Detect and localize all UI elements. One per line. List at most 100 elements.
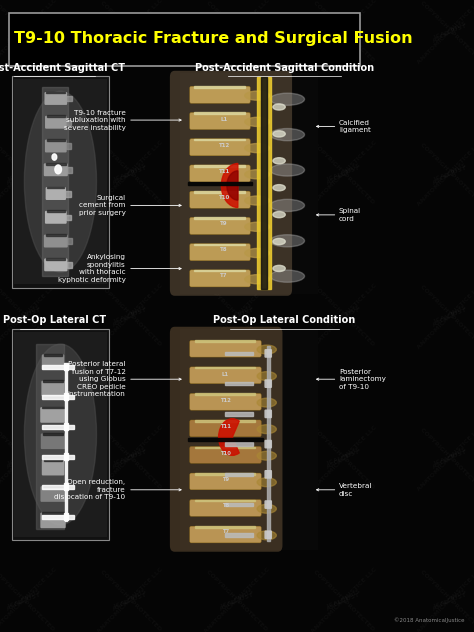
Ellipse shape: [273, 185, 285, 191]
Text: COPYRIGHT PROTECTED: COPYRIGHT PROTECTED: [312, 427, 375, 490]
FancyBboxPatch shape: [44, 234, 68, 248]
Wedge shape: [219, 418, 239, 455]
Ellipse shape: [24, 344, 97, 525]
Text: T11: T11: [219, 169, 230, 174]
Ellipse shape: [257, 504, 276, 513]
Bar: [64, 453, 68, 460]
Text: ANATOMICAL JUSTICE LLC: ANATOMICAL JUSTICE LLC: [0, 140, 57, 207]
Text: ICAL JUST: ICAL JUST: [113, 308, 147, 324]
Text: Post-Op Lateral Condition: Post-Op Lateral Condition: [213, 315, 356, 325]
FancyBboxPatch shape: [45, 116, 66, 129]
Text: COPYRIGHT PROTECTED: COPYRIGHT PROTECTED: [0, 569, 55, 632]
Text: ASCLEPIUS: ASCLEPIUS: [219, 304, 255, 328]
FancyBboxPatch shape: [190, 86, 250, 103]
Text: ANATOMICAL JUSTICE LLC: ANATOMICAL JUSTICE LLC: [417, 283, 474, 349]
Text: T9-10 fracture
subluxation with
severe instability: T9-10 fracture subluxation with severe i…: [64, 109, 126, 131]
Bar: [47, 139, 65, 141]
FancyBboxPatch shape: [190, 367, 261, 384]
Bar: [42, 425, 74, 428]
Text: COPYRIGHT PROTECTED: COPYRIGHT PROTECTED: [206, 284, 268, 348]
FancyBboxPatch shape: [190, 191, 250, 209]
Ellipse shape: [245, 222, 269, 231]
Text: COPYRIGHT PROTECTED: COPYRIGHT PROTECTED: [312, 569, 375, 632]
FancyBboxPatch shape: [264, 440, 272, 449]
Text: ASCLEPIUS: ASCLEPIUS: [112, 162, 148, 186]
Text: COPYRIGHT PROTECTED: COPYRIGHT PROTECTED: [312, 142, 375, 205]
FancyBboxPatch shape: [264, 379, 272, 388]
Text: ANATOMICAL JUSTICE LLC: ANATOMICAL JUSTICE LLC: [310, 0, 377, 65]
Text: T8: T8: [220, 246, 228, 252]
Bar: [65, 365, 67, 521]
FancyBboxPatch shape: [46, 187, 66, 200]
Text: COPYRIGHT PROTECTED: COPYRIGHT PROTECTED: [99, 0, 162, 63]
Bar: [46, 92, 65, 94]
Ellipse shape: [270, 234, 304, 247]
Circle shape: [55, 165, 62, 174]
Text: ICAL JUST: ICAL JUST: [220, 308, 254, 324]
Text: ANATOMICAL JUSTICE LLC: ANATOMICAL JUSTICE LLC: [310, 283, 377, 349]
Text: ASCLEPIUS: ASCLEPIUS: [112, 20, 148, 44]
FancyBboxPatch shape: [190, 473, 261, 490]
FancyBboxPatch shape: [45, 211, 67, 224]
Circle shape: [52, 154, 57, 160]
Text: ASCLEPIUS: ASCLEPIUS: [219, 446, 255, 470]
FancyBboxPatch shape: [264, 410, 272, 418]
Text: COPYRIGHT PROTECTED: COPYRIGHT PROTECTED: [0, 284, 55, 348]
Bar: [12, 76, 109, 288]
Text: Vertebral
disc: Vertebral disc: [339, 483, 372, 497]
Bar: [42, 485, 74, 489]
Text: ANATOMICAL JUSTICE LLC: ANATOMICAL JUSTICE LLC: [203, 567, 271, 632]
Text: COPYRIGHT PROTECTED: COPYRIGHT PROTECTED: [99, 284, 162, 348]
Text: ICAL JUST: ICAL JUST: [433, 166, 467, 182]
Text: ANATOMICAL JUSTICE LLC: ANATOMICAL JUSTICE LLC: [0, 0, 57, 65]
Bar: [180, 329, 318, 550]
Text: ICAL JUST: ICAL JUST: [7, 23, 41, 40]
FancyBboxPatch shape: [40, 513, 66, 528]
Bar: [67, 238, 73, 244]
Ellipse shape: [273, 131, 285, 137]
Bar: [194, 420, 255, 422]
Text: Surgical
cement from
prior surgery: Surgical cement from prior surgery: [79, 195, 126, 216]
Bar: [64, 393, 68, 401]
Text: ASCLEPIUS: ASCLEPIUS: [112, 446, 148, 470]
Ellipse shape: [245, 91, 269, 100]
Text: COPYRIGHT PROTECTED: COPYRIGHT PROTECTED: [0, 0, 55, 63]
Text: ICAL JUST: ICAL JUST: [327, 166, 361, 182]
Bar: [43, 512, 64, 514]
Text: ASCLEPIUS: ASCLEPIUS: [6, 162, 42, 186]
Text: COPYRIGHT PROTECTED: COPYRIGHT PROTECTED: [419, 284, 474, 348]
Ellipse shape: [270, 199, 304, 212]
Text: ASCLEPIUS: ASCLEPIUS: [432, 162, 468, 186]
FancyBboxPatch shape: [264, 349, 272, 358]
Text: ICAL JUST: ICAL JUST: [327, 450, 361, 466]
Text: T9: T9: [220, 221, 228, 226]
Text: ANATOMICAL JUSTICE LLC: ANATOMICAL JUSTICE LLC: [0, 425, 57, 492]
Ellipse shape: [245, 170, 269, 179]
Text: L1: L1: [222, 372, 229, 377]
Text: ANATOMICAL JUSTICE LLC: ANATOMICAL JUSTICE LLC: [310, 425, 377, 492]
FancyBboxPatch shape: [264, 530, 272, 539]
Ellipse shape: [270, 164, 304, 176]
Text: COPYRIGHT PROTECTED: COPYRIGHT PROTECTED: [206, 569, 268, 632]
Text: Spinal
cord: Spinal cord: [339, 208, 361, 222]
FancyBboxPatch shape: [44, 258, 67, 271]
Text: T12: T12: [220, 398, 231, 403]
FancyBboxPatch shape: [190, 341, 261, 357]
Bar: [194, 112, 245, 114]
Bar: [226, 503, 253, 506]
Text: Post-Accident Sagittal CT: Post-Accident Sagittal CT: [0, 63, 125, 73]
Text: ICAL JUST: ICAL JUST: [433, 450, 467, 466]
Text: ASCLEPIUS: ASCLEPIUS: [432, 446, 468, 470]
Text: T10: T10: [219, 195, 230, 200]
Text: ICAL JUST: ICAL JUST: [433, 592, 467, 609]
Bar: [226, 412, 253, 416]
Bar: [42, 395, 74, 399]
Text: T9-10 Thoracic Fracture and Surgical Fusion: T9-10 Thoracic Fracture and Surgical Fus…: [14, 31, 413, 46]
Bar: [194, 86, 245, 88]
Text: ANATOMICAL JUSTICE LLC: ANATOMICAL JUSTICE LLC: [97, 140, 164, 207]
Bar: [194, 165, 245, 166]
Bar: [188, 438, 263, 441]
Text: ANATOMICAL JUSTICE LLC: ANATOMICAL JUSTICE LLC: [417, 567, 474, 632]
Text: ICAL JUST: ICAL JUST: [7, 166, 41, 182]
Ellipse shape: [273, 212, 285, 217]
